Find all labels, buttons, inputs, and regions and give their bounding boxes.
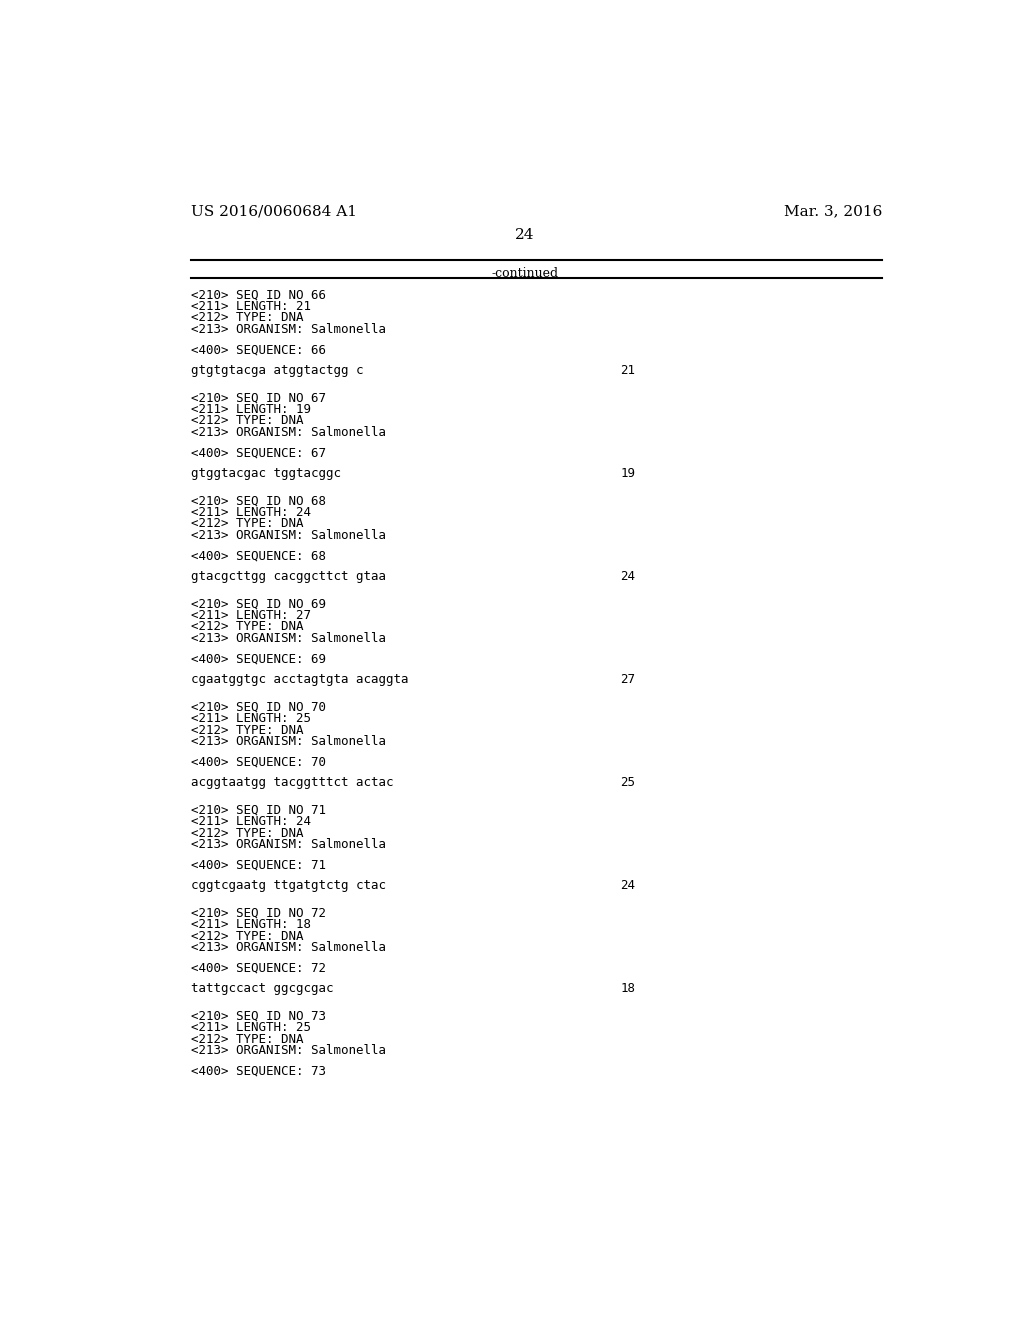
- Text: <213> ORGANISM: Salmonella: <213> ORGANISM: Salmonella: [191, 735, 386, 748]
- Text: 21: 21: [620, 364, 635, 376]
- Text: <400> SEQUENCE: 69: <400> SEQUENCE: 69: [191, 652, 327, 665]
- Text: gtacgcttgg cacggcttct gtaa: gtacgcttgg cacggcttct gtaa: [191, 570, 386, 583]
- Text: <400> SEQUENCE: 73: <400> SEQUENCE: 73: [191, 1065, 327, 1077]
- Text: <210> SEQ ID NO 66: <210> SEQ ID NO 66: [191, 289, 327, 301]
- Text: <400> SEQUENCE: 68: <400> SEQUENCE: 68: [191, 549, 327, 562]
- Text: <210> SEQ ID NO 71: <210> SEQ ID NO 71: [191, 804, 327, 817]
- Text: Mar. 3, 2016: Mar. 3, 2016: [783, 205, 882, 218]
- Text: <400> SEQUENCE: 71: <400> SEQUENCE: 71: [191, 858, 327, 871]
- Text: <210> SEQ ID NO 70: <210> SEQ ID NO 70: [191, 701, 327, 714]
- Text: <212> TYPE: DNA: <212> TYPE: DNA: [191, 826, 304, 840]
- Text: cggtcgaatg ttgatgtctg ctac: cggtcgaatg ttgatgtctg ctac: [191, 879, 386, 892]
- Text: US 2016/0060684 A1: US 2016/0060684 A1: [191, 205, 357, 218]
- Text: <213> ORGANISM: Salmonella: <213> ORGANISM: Salmonella: [191, 1044, 386, 1057]
- Text: 19: 19: [620, 467, 635, 479]
- Text: <211> LENGTH: 24: <211> LENGTH: 24: [191, 506, 311, 519]
- Text: <210> SEQ ID NO 67: <210> SEQ ID NO 67: [191, 392, 327, 404]
- Text: <212> TYPE: DNA: <212> TYPE: DNA: [191, 414, 304, 428]
- Text: gtggtacgac tggtacggc: gtggtacgac tggtacggc: [191, 467, 341, 479]
- Text: <213> ORGANISM: Salmonella: <213> ORGANISM: Salmonella: [191, 529, 386, 541]
- Text: <211> LENGTH: 24: <211> LENGTH: 24: [191, 816, 311, 828]
- Text: <211> LENGTH: 18: <211> LENGTH: 18: [191, 919, 311, 932]
- Text: <213> ORGANISM: Salmonella: <213> ORGANISM: Salmonella: [191, 632, 386, 645]
- Text: <212> TYPE: DNA: <212> TYPE: DNA: [191, 312, 304, 325]
- Text: <211> LENGTH: 25: <211> LENGTH: 25: [191, 711, 311, 725]
- Text: <210> SEQ ID NO 69: <210> SEQ ID NO 69: [191, 598, 327, 611]
- Text: <212> TYPE: DNA: <212> TYPE: DNA: [191, 929, 304, 942]
- Text: <400> SEQUENCE: 72: <400> SEQUENCE: 72: [191, 961, 327, 974]
- Text: 27: 27: [620, 673, 635, 686]
- Text: <211> LENGTH: 19: <211> LENGTH: 19: [191, 403, 311, 416]
- Text: <212> TYPE: DNA: <212> TYPE: DNA: [191, 723, 304, 737]
- Text: acggtaatgg tacggtttct actac: acggtaatgg tacggtttct actac: [191, 776, 394, 789]
- Text: <213> ORGANISM: Salmonella: <213> ORGANISM: Salmonella: [191, 322, 386, 335]
- Text: tattgccact ggcgcgac: tattgccact ggcgcgac: [191, 982, 334, 995]
- Text: 24: 24: [515, 227, 535, 242]
- Text: 25: 25: [620, 776, 635, 789]
- Text: <400> SEQUENCE: 66: <400> SEQUENCE: 66: [191, 343, 327, 356]
- Text: -continued: -continued: [492, 267, 558, 280]
- Text: <211> LENGTH: 21: <211> LENGTH: 21: [191, 300, 311, 313]
- Text: <210> SEQ ID NO 73: <210> SEQ ID NO 73: [191, 1010, 327, 1023]
- Text: <400> SEQUENCE: 70: <400> SEQUENCE: 70: [191, 755, 327, 768]
- Text: <213> ORGANISM: Salmonella: <213> ORGANISM: Salmonella: [191, 838, 386, 851]
- Text: <211> LENGTH: 25: <211> LENGTH: 25: [191, 1022, 311, 1035]
- Text: <210> SEQ ID NO 72: <210> SEQ ID NO 72: [191, 907, 327, 920]
- Text: <211> LENGTH: 27: <211> LENGTH: 27: [191, 609, 311, 622]
- Text: <210> SEQ ID NO 68: <210> SEQ ID NO 68: [191, 495, 327, 508]
- Text: <212> TYPE: DNA: <212> TYPE: DNA: [191, 1032, 304, 1045]
- Text: cgaatggtgc acctagtgta acaggta: cgaatggtgc acctagtgta acaggta: [191, 673, 409, 686]
- Text: 18: 18: [620, 982, 635, 995]
- Text: gtgtgtacga atggtactgg c: gtgtgtacga atggtactgg c: [191, 364, 364, 376]
- Text: <213> ORGANISM: Salmonella: <213> ORGANISM: Salmonella: [191, 426, 386, 438]
- Text: 24: 24: [620, 879, 635, 892]
- Text: 24: 24: [620, 570, 635, 583]
- Text: <212> TYPE: DNA: <212> TYPE: DNA: [191, 517, 304, 531]
- Text: <212> TYPE: DNA: <212> TYPE: DNA: [191, 620, 304, 634]
- Text: <213> ORGANISM: Salmonella: <213> ORGANISM: Salmonella: [191, 941, 386, 954]
- Text: <400> SEQUENCE: 67: <400> SEQUENCE: 67: [191, 446, 327, 459]
